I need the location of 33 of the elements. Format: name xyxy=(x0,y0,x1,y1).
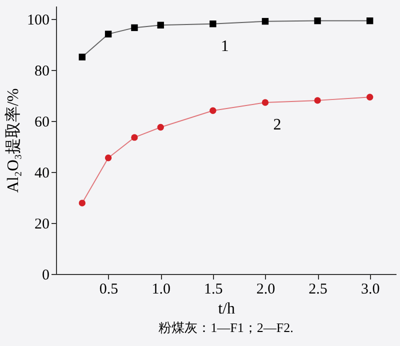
point xyxy=(104,154,112,162)
point xyxy=(157,124,164,131)
point xyxy=(210,107,216,114)
x-tick-label: 2.5 xyxy=(308,282,328,298)
point xyxy=(262,99,269,106)
point xyxy=(131,24,138,32)
y-tick-label: 60 xyxy=(34,114,50,130)
point xyxy=(366,94,374,100)
y-axis-title: Al₂O₃提取率/% xyxy=(4,88,22,193)
point xyxy=(157,22,164,28)
x-tick-label: 3.0 xyxy=(360,282,380,298)
point xyxy=(131,134,138,141)
point xyxy=(314,97,321,104)
x-tick-label: 2.0 xyxy=(256,282,276,298)
point xyxy=(314,17,321,24)
point xyxy=(78,54,86,60)
y-tick-label: 20 xyxy=(34,216,50,232)
y-tick-label: 40 xyxy=(34,165,50,182)
point xyxy=(262,18,269,25)
y-tick-label: 80 xyxy=(34,63,50,80)
point xyxy=(210,20,216,28)
series-label: 2 xyxy=(273,116,282,134)
text: 粉煤灰：1—F1；2—F2. xyxy=(158,320,294,335)
series-label: 1 xyxy=(220,38,229,55)
x-tick-label: 1.0 xyxy=(152,282,170,298)
x-axis-title: t/h xyxy=(218,300,235,318)
x-tick-label: 0.5 xyxy=(99,282,118,298)
y-tick-label: 100 xyxy=(27,12,50,28)
point xyxy=(104,30,112,38)
y-tick-label: 0 xyxy=(42,268,50,284)
point xyxy=(78,200,86,206)
point xyxy=(366,17,374,24)
x-tick-label: 1.5 xyxy=(204,282,223,298)
